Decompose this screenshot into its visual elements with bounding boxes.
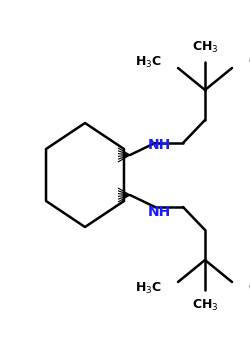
Text: CH$_3$: CH$_3$ [248, 280, 250, 295]
Text: CH$_3$: CH$_3$ [248, 55, 250, 70]
Text: H$_3$C: H$_3$C [135, 280, 162, 295]
Text: CH$_3$: CH$_3$ [192, 298, 218, 313]
Text: NH: NH [148, 138, 171, 152]
Text: NH: NH [148, 205, 171, 219]
Text: H$_3$C: H$_3$C [135, 55, 162, 70]
Text: CH$_3$: CH$_3$ [192, 40, 218, 55]
